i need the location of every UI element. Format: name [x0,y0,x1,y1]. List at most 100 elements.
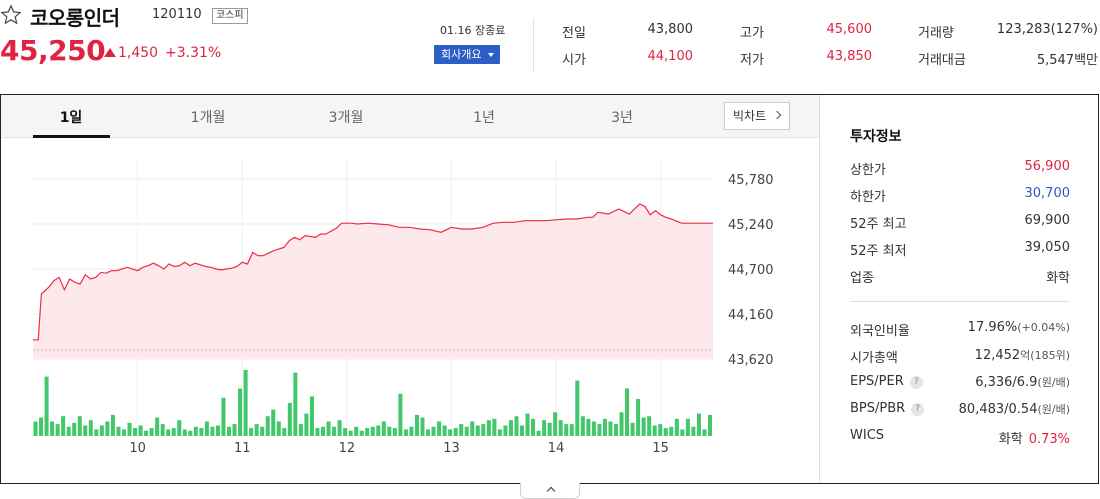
volume-bar [547,422,552,436]
caret-down-icon [488,53,494,57]
volume-bar [525,413,530,436]
volume-bar [287,403,292,436]
volume-bar [542,420,547,436]
volume-bar [580,416,585,436]
volume-bar [309,396,314,436]
chart-panel: 1일 1개월 3개월 1년 3년 빅차트 45,780 45,240 44,700 4… [0,94,1099,484]
info-value: 화학 0.73% [999,428,1070,447]
volume-bar [685,418,690,436]
volume-bar [149,428,154,436]
volume-bar [210,426,215,436]
help-icon[interactable]: ? [909,376,923,389]
info-label: 상한가 [850,163,886,178]
volume-bar [326,421,331,436]
volume-bar [77,416,82,436]
volume-bar [630,422,635,436]
volume-bar [426,429,431,436]
info-label: 업종 [850,271,874,286]
volume-bar [110,414,115,436]
volume-bar [265,416,270,436]
current-price: 45,250 [0,34,106,67]
volume-bar [44,376,49,436]
collapse-button[interactable] [520,483,580,499]
big-chart-button[interactable]: 빅차트 [724,102,790,130]
volume-bar [221,397,226,436]
volume-bar [332,426,337,436]
info-value-sub: 억(185위) [1020,349,1070,362]
volume-bar [166,429,171,436]
volume-bar [575,380,580,436]
volume-bar [193,426,198,436]
chevron-up-icon [546,486,556,496]
volume-bar [160,424,165,436]
volume-bar [520,425,525,436]
volume-bar [177,420,182,436]
volume-bar [204,421,209,436]
chart-area: 1일 1개월 3개월 1년 3년 빅차트 45,780 45,240 44,700 4… [1,95,820,483]
volume-bar [298,424,303,436]
volume-bar [188,430,193,436]
info-label: EPS/PER? [850,374,923,389]
volume-bar [392,428,397,436]
volume-bar [497,429,502,436]
x-tick-label: 13 [443,441,460,456]
volume-bar [669,426,674,436]
volume-bar [199,428,204,436]
volume-bar [481,424,486,436]
quote-value-open: 44,100 [647,49,694,64]
volume-bar [72,422,77,436]
volume-bar [293,372,298,436]
volume-bar [531,418,536,436]
volume-bar [414,414,419,436]
volume-bar [553,412,558,436]
volume-bar [215,425,220,436]
volume-bar [254,424,259,436]
x-tick-label: 12 [339,441,356,456]
tab-3month[interactable]: 3개월 [328,110,364,126]
volume-bar [696,413,701,436]
tab-3year[interactable]: 3년 [611,110,633,126]
volume-bar [459,424,464,436]
help-icon[interactable]: ? [911,403,925,416]
info-label-text: 외국인비율 [850,324,910,339]
price-line [33,203,713,341]
quote-label-volume: 거래량 [918,26,954,41]
info-value-sub: (+0.04%) [1017,321,1070,334]
change-rate: +3.31% [165,45,222,61]
quote-value-high: 45,600 [826,22,873,37]
volume-bar [536,430,541,436]
volume-bar [448,429,453,436]
volume-bar [442,425,447,436]
price-chart: 45,780 45,240 44,700 44,160 43,620 10 11 12 13 14… [33,159,774,456]
quote-value-prev-close: 43,800 [647,22,694,37]
tab-1year[interactable]: 1년 [473,110,495,126]
info-value: 56,900 [1024,159,1071,174]
info-value-main: 17.96% [967,320,1018,335]
star-icon[interactable] [0,4,22,26]
big-chart-label: 빅차트 [733,109,767,123]
tab-1month[interactable]: 1개월 [190,110,226,126]
info-value-main: 80,483/0.54 [958,402,1038,417]
quote-label-prev-close: 전일 [562,26,586,41]
info-value-sub: (원/배) [1037,403,1070,416]
volume-bar [674,418,679,436]
company-overview-button[interactable]: 회사개요 [434,45,500,64]
volume-bar [127,422,132,436]
info-label-text: EPS/PER [850,374,904,389]
volume-bar [249,428,254,436]
volume-bar [492,418,497,436]
tab-1day[interactable]: 1일 [59,110,83,126]
info-value: 39,050 [1024,240,1071,255]
volume-bar [348,430,353,436]
volume-bar [387,426,392,436]
divider [533,18,534,72]
volume-bar [359,430,364,436]
volume-bar [486,420,491,436]
info-value: 화학 [1046,271,1070,286]
volume-bar [569,424,574,436]
volume-bar [398,393,403,436]
volume-bar [680,429,685,436]
quote-label-trade-value: 거래대금 [918,53,966,68]
volume-bar [691,426,696,436]
info-label-text: 시가총액 [850,351,898,366]
